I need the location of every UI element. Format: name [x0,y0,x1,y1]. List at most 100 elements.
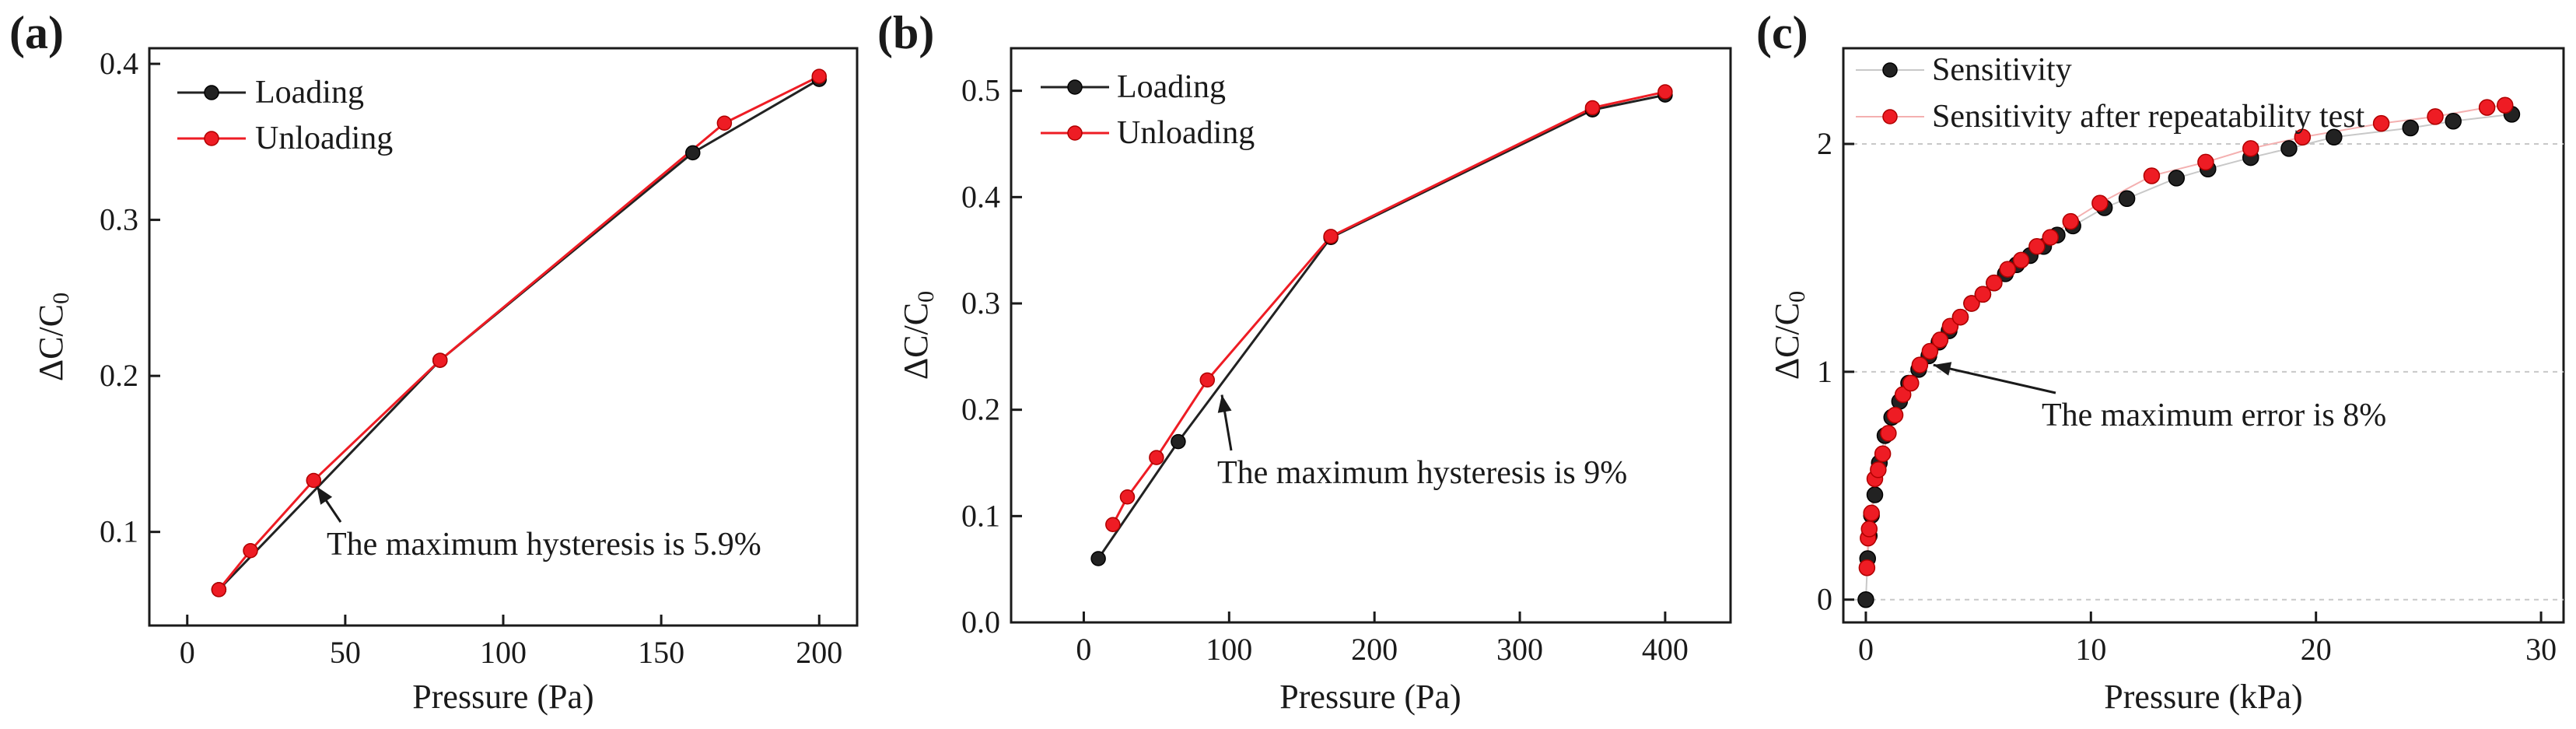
legend-label-unloading: Unloading [1117,115,1255,151]
annotation-arrow-head [1933,362,1952,376]
data-point [1657,84,1673,100]
x-tick-label: 10 [2075,632,2106,667]
x-tick-label: 400 [1642,632,1689,667]
data-point [1894,386,1912,403]
legend-marker-sensitivity [1882,62,1898,78]
y-tick-label: 0.2 [961,392,1000,427]
data-point [211,582,227,598]
x-tick-label: 0 [180,635,195,670]
x-tick-label: 150 [638,635,684,670]
y-tick-label: 2 [1817,126,1832,161]
legend-marker-repeatability [1882,109,1898,124]
data-point [1986,274,2003,292]
data-point [2143,167,2161,184]
data-point [2012,251,2030,269]
data-point [2118,190,2136,208]
annotation-arrow-line [1933,363,2056,394]
legend: Loading Unloading [177,75,393,156]
data-point [1866,486,1884,503]
data-point [1902,374,1920,392]
data-point [1323,229,1339,244]
legend-label-unloading: Unloading [255,121,393,156]
data-point [1149,450,1164,465]
data-point [2168,170,2186,187]
data-point [1858,559,1876,577]
annotation-text: The maximum hysteresis is 9% [1217,455,1627,491]
annotation: The maximum error is 8% [1933,362,2386,433]
annotation: The maximum hysteresis is 9% [1217,394,1627,491]
annotation-arrow-head [317,486,333,505]
x-tick-label: 30 [2525,632,2557,667]
y-axis-title-main: ΔC/C [1768,303,1806,380]
data-point [685,145,701,161]
data-point [1119,489,1136,505]
y-axis-title-main: ΔC/C [32,304,70,381]
data-point [2402,119,2419,137]
data-point [1863,504,1880,522]
legend-marker-unloading [204,131,219,146]
data-point [2042,229,2059,246]
x-tick-label: 50 [330,635,361,670]
data-point [2091,195,2109,212]
x-tick-label: 300 [1496,632,1543,667]
panel-label: (c) [1756,7,1808,58]
data-point [1931,331,1949,349]
data-point [306,472,321,489]
x-axis-title: Pressure (Pa) [1279,678,1461,716]
y-tick-label: 0.3 [100,202,138,237]
data-point [243,542,258,559]
axes-frame [1842,47,2565,624]
data-point [2062,212,2080,230]
legend-label-repeatability: Sensitivity after repeatability test [1932,99,2365,135]
series-line-a [1864,113,2512,600]
data-point [2427,108,2444,125]
data-point [1090,551,1106,566]
panel-label: (a) [9,7,64,58]
panel-c: (c) 0 10 20 30 0 1 2 The maximum error is 8% S… [1756,7,2565,716]
data-point [1584,100,1601,116]
data-point [1105,517,1121,533]
legend-label-loading: Loading [1117,69,1226,105]
data-point [432,352,448,368]
y-axis-title: ΔC/C0 [1768,291,1810,380]
panel-label: (b) [877,7,934,58]
x-tick-label: 20 [2301,632,2332,667]
series-line-b [218,75,820,591]
series-line-a [218,78,821,591]
data-point [2497,96,2514,114]
x-tick-label: 100 [480,635,527,670]
data-point [716,115,733,131]
y-tick-label: 1 [1817,354,1832,389]
data-point [2372,114,2390,132]
panel-b: (b) 0 100 200 300 400 0.0 0.1 0.2 0.3 0.4 0.5 The … [877,7,1732,716]
legend-marker-unloading [1067,125,1083,141]
legend-marker-loading [1067,79,1083,95]
y-tick-label: 0.4 [100,46,138,81]
data-point [1860,520,1878,538]
y-axis-title-sub: 0 [48,293,74,304]
data-point [2242,140,2259,157]
y-tick-label: 0.2 [100,358,138,393]
x-tick-label: 200 [1351,632,1398,667]
data-point [2294,128,2312,145]
y-tick-label: 0 [1817,582,1832,617]
data-point [811,68,827,84]
y-axis-title: ΔC/C0 [32,293,74,381]
data-point [2445,112,2462,130]
data-point [2280,140,2298,157]
x-tick-label: 200 [796,635,842,670]
data-point [1921,342,1939,360]
data-point [1880,425,1897,442]
data-point [2478,99,2496,116]
x-axis-title: Pressure (kPa) [2104,678,2302,716]
y-tick-label: 0.5 [961,73,1000,108]
annotation: The maximum hysteresis is 5.9% [316,485,761,563]
x-tick-label: 100 [1206,632,1252,667]
data-point [2197,153,2214,171]
data-point [1886,406,1904,424]
y-axis-title-sub: 0 [1784,291,1810,303]
annotation-text: The maximum error is 8% [2042,398,2386,433]
legend-label-loading: Loading [255,75,364,110]
y-tick-label: 0.0 [961,605,1000,640]
